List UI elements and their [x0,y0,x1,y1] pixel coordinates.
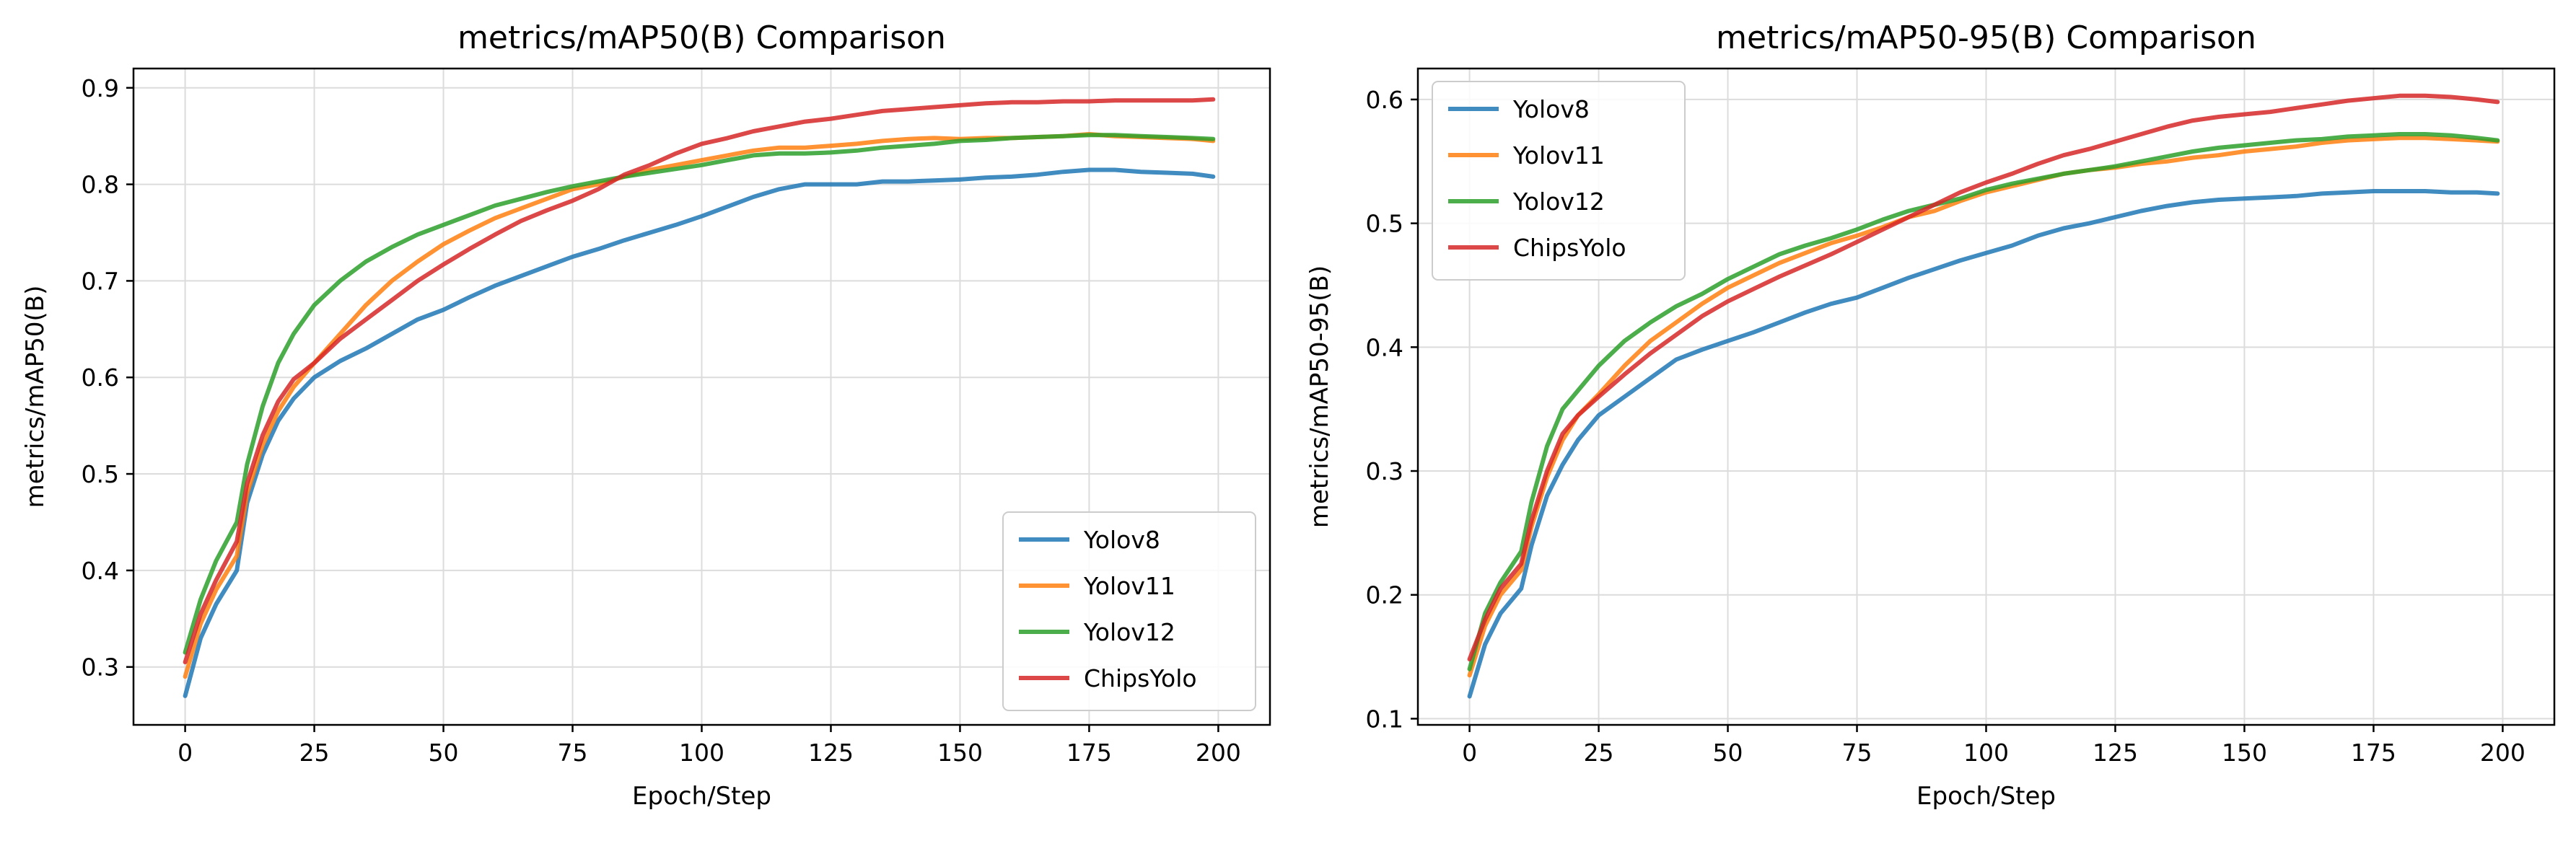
legend-label-yolov11: Yolov11 [1083,572,1175,600]
series-group [1467,93,2500,699]
x-tick-label: 0 [1462,739,1477,767]
series-line-yolov12 [183,133,1216,655]
legend-label-yolov8: Yolov8 [1083,526,1160,554]
x-tick-label: 150 [937,739,983,767]
series-group [183,97,1216,698]
x-tick-label: 200 [1196,739,1241,767]
series-line-yolov12 [1467,132,2500,672]
series-line-chipsyolo [183,97,1216,664]
y-tick-label: 0.6 [1366,86,1403,114]
x-tick-label: 100 [1963,739,2009,767]
legend-box [1432,81,1686,281]
legend-label-yolov12: Yolov12 [1083,618,1175,646]
chart-panel-2: 0 25 50 75 100 125 150 175 200 0.1 0.2 0.3 0.4 0.5 0.6… [1305,19,2556,811]
y-tick-label: 0.5 [1366,210,1403,238]
x-axis-label: Epoch/Step [632,782,771,811]
legend-label-yolov12: Yolov12 [1512,188,1605,216]
series-line-yolov8 [1467,189,2500,699]
legend-label-yolov11: Yolov11 [1512,141,1605,169]
x-tick-label: 0 [178,739,193,767]
y-axis-label: metrics/mAP50(B) [21,286,50,508]
x-tick-label: 25 [1584,739,1614,767]
y-axis-label: metrics/mAP50-95(B) [1305,265,1334,528]
y-tick-label: 0.9 [82,74,119,102]
x-tick-label: 125 [808,739,854,767]
x-tick-label: 25 [299,739,330,767]
x-tick-label: 100 [679,739,724,767]
y-tick-label: 0.4 [82,557,119,585]
x-tick-label: 175 [1066,739,1112,767]
legend: Yolov8 Yolov11 Yolov12 ChipsYolo [1432,81,1686,281]
x-tick-label: 150 [2222,739,2267,767]
legend: Yolov8 Yolov11 Yolov12 ChipsYolo [1002,511,1256,711]
x-tick-label: 75 [1842,739,1872,767]
x-tick-label: 175 [2351,739,2396,767]
chart-title: metrics/mAP50-95(B) Comparison [1716,19,2256,56]
x-tick-label: 50 [1713,739,1743,767]
x-tick-label: 75 [558,739,588,767]
y-tick-label: 0.6 [82,364,119,392]
y-tick-label: 0.8 [82,171,119,199]
y-tick-label: 0.7 [82,267,119,295]
y-tick-label: 0.2 [1366,581,1403,609]
y-tick-label: 0.3 [1366,457,1403,485]
x-axis-label: Epoch/Step [1916,782,2056,811]
x-tick-label: 200 [2480,739,2525,767]
series-line-chipsyolo [1467,93,2500,661]
y-tick-label: 0.3 [82,653,119,682]
legend-box [1002,511,1256,711]
legend-label-chipsyolo: ChipsYolo [1084,664,1197,692]
legend-label-yolov8: Yolov8 [1512,95,1590,123]
x-tick-label: 50 [429,739,459,767]
series-line-yolov8 [183,167,1216,698]
y-tick-label: 0.5 [82,460,119,488]
y-tick-label: 0.1 [1366,705,1403,733]
x-tick-label: 125 [2093,739,2138,767]
legend-label-chipsyolo: ChipsYolo [1513,234,1626,262]
y-tick-label: 0.4 [1366,333,1403,361]
chart-title: metrics/mAP50(B) Comparison [457,19,946,56]
chart-panel-1: 0 25 50 75 100 125 150 175 200 0.3 0.4 0.5 0.6 0.7 0.8… [21,19,1271,811]
